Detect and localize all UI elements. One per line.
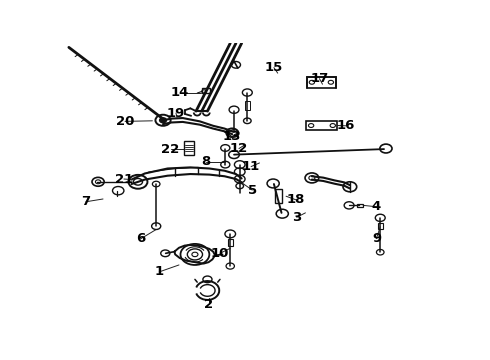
Text: 17: 17 xyxy=(310,72,329,85)
Text: 16: 16 xyxy=(337,119,355,132)
Text: 8: 8 xyxy=(202,156,211,168)
Bar xyxy=(202,88,210,93)
Text: 11: 11 xyxy=(242,160,260,173)
Text: 10: 10 xyxy=(211,247,229,260)
Bar xyxy=(378,223,383,229)
Text: 7: 7 xyxy=(81,195,91,208)
Bar xyxy=(275,189,282,203)
Text: 15: 15 xyxy=(265,61,283,74)
Text: 19: 19 xyxy=(167,107,185,120)
Circle shape xyxy=(160,118,167,123)
Text: 20: 20 xyxy=(116,115,134,128)
Bar xyxy=(184,141,194,155)
Text: 12: 12 xyxy=(230,142,248,155)
Bar xyxy=(306,121,337,130)
Bar xyxy=(307,77,336,87)
Text: 21: 21 xyxy=(115,172,133,185)
Text: 1: 1 xyxy=(155,265,164,278)
Text: 3: 3 xyxy=(292,211,301,224)
Text: 9: 9 xyxy=(372,232,381,245)
Text: 13: 13 xyxy=(222,130,241,143)
Bar xyxy=(245,102,249,110)
Text: 4: 4 xyxy=(372,200,381,213)
Text: 22: 22 xyxy=(162,143,180,156)
Text: 2: 2 xyxy=(204,298,213,311)
Text: 6: 6 xyxy=(136,232,146,245)
Text: 5: 5 xyxy=(248,184,257,197)
Text: 18: 18 xyxy=(287,193,305,206)
Bar xyxy=(357,204,363,207)
Text: 14: 14 xyxy=(171,86,189,99)
Bar xyxy=(227,239,233,246)
